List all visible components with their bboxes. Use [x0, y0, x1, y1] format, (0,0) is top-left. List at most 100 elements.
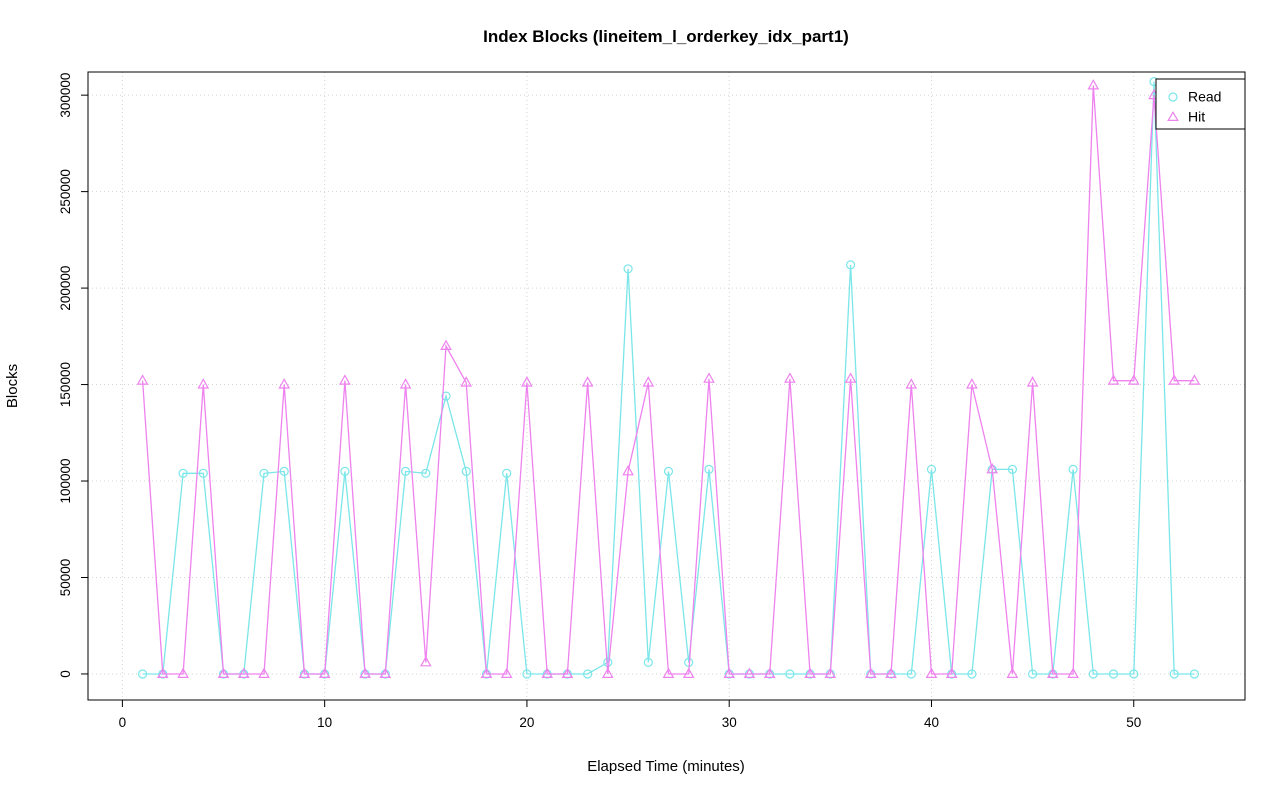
- data-point-hit: [197, 378, 210, 389]
- data-point-hit: [318, 667, 331, 678]
- data-point-hit: [966, 378, 978, 389]
- data-point-hit: [359, 667, 371, 678]
- data-point-hit: [217, 667, 230, 678]
- x-tick-label: 0: [119, 715, 127, 730]
- data-point-read: [198, 468, 208, 478]
- x-tick-label: 20: [519, 715, 534, 730]
- data-point-hit: [177, 667, 189, 678]
- x-tick-label: 10: [317, 715, 332, 730]
- data-point-hit: [278, 378, 291, 389]
- data-point-read: [1027, 669, 1038, 679]
- data-point-hit: [1168, 374, 1181, 385]
- data-point-hit: [379, 667, 392, 678]
- y-tick-label: 100000: [58, 458, 73, 503]
- data-point-hit: [763, 667, 776, 678]
- data-point-hit: [703, 372, 715, 383]
- data-point-hit: [1046, 667, 1059, 678]
- data-point-read: [259, 468, 269, 478]
- data-point-read: [926, 464, 937, 474]
- x-tick-label: 30: [722, 715, 737, 730]
- data-point-read: [623, 264, 633, 274]
- data-point-hit: [601, 667, 614, 678]
- data-point-hit: [339, 374, 351, 385]
- data-point-read: [1088, 669, 1098, 679]
- data-point-hit: [905, 378, 918, 389]
- data-point-read: [1169, 669, 1179, 679]
- data-point-read: [663, 466, 674, 476]
- data-point-hit: [298, 667, 311, 678]
- data-point-read: [461, 466, 471, 476]
- data-point-hit: [521, 376, 533, 387]
- data-point-hit: [844, 372, 857, 383]
- data-point-hit: [925, 667, 938, 678]
- data-point-read: [1068, 464, 1078, 474]
- data-point-hit: [156, 667, 169, 678]
- data-point-read: [502, 468, 512, 478]
- data-point-hit: [986, 462, 999, 474]
- y-tick-label: 200000: [58, 266, 73, 311]
- data-point-hit: [723, 667, 736, 678]
- data-point-read: [582, 669, 593, 679]
- chart-title: Index Blocks (lineitem_l_orderkey_idx_pa…: [483, 27, 849, 46]
- grid-layer: [88, 72, 1245, 700]
- axis-layer: 0 10 20 30 40 50 0 50000 100000 150000 200000 25000…: [58, 73, 1141, 730]
- y-tick-label: 150000: [58, 362, 73, 407]
- data-point-hit: [581, 376, 594, 387]
- data-point-hit: [945, 667, 958, 678]
- series-line-hit: [141, 85, 1195, 675]
- y-tick-label: 50000: [58, 559, 73, 597]
- data-point-read: [178, 468, 188, 478]
- data-point-read: [1007, 464, 1018, 474]
- series-layer: [136, 76, 1201, 679]
- data-point-hit: [1006, 667, 1019, 678]
- data-point-hit: [1107, 374, 1120, 385]
- data-point-hit: [1188, 374, 1201, 385]
- data-point-read: [845, 260, 856, 270]
- data-point-hit: [743, 667, 756, 678]
- data-point-hit: [682, 667, 695, 678]
- x-axis-label: Elapsed Time (minutes): [587, 758, 745, 775]
- y-axis-label: Blocks: [4, 364, 21, 408]
- y-tick-label: 300000: [58, 73, 73, 118]
- data-point-read: [1108, 669, 1119, 679]
- x-tick-label: 40: [924, 715, 939, 730]
- data-point-hit: [824, 667, 837, 678]
- data-point-hit: [541, 667, 554, 678]
- data-point-read: [340, 466, 350, 476]
- data-point-hit: [419, 655, 432, 667]
- y-tick-label: 0: [58, 670, 73, 678]
- data-point-hit: [1127, 374, 1140, 385]
- legend: Read Hit: [1155, 78, 1246, 130]
- data-point-hit: [1026, 376, 1039, 387]
- data-point-hit: [622, 464, 634, 476]
- legend-marker-read-icon: [1168, 92, 1178, 102]
- data-point-hit: [237, 667, 250, 678]
- data-point-read: [421, 468, 431, 478]
- data-point-read: [401, 466, 411, 476]
- data-point-hit: [460, 376, 473, 387]
- data-point-hit: [480, 667, 493, 678]
- data-point-read: [643, 657, 653, 668]
- data-point-read: [704, 464, 714, 474]
- data-point-read: [522, 669, 532, 679]
- data-point-hit: [500, 667, 513, 678]
- data-point-read: [785, 669, 795, 679]
- data-point-read: [906, 669, 916, 679]
- data-point-hit: [440, 339, 452, 350]
- data-point-hit: [1067, 667, 1079, 678]
- data-point-hit: [1087, 79, 1100, 90]
- data-point-hit: [258, 667, 270, 678]
- data-point-read: [441, 391, 451, 401]
- data-point-hit: [885, 667, 897, 678]
- x-tick-label: 50: [1126, 715, 1141, 730]
- data-point-hit: [804, 667, 816, 678]
- data-point-read: [1129, 669, 1139, 679]
- data-point-hit: [662, 667, 675, 678]
- data-point-read: [1189, 669, 1200, 679]
- data-point-hit: [136, 374, 149, 385]
- series-line-read: [142, 81, 1195, 675]
- data-point-hit: [864, 667, 877, 678]
- legend-label-read: Read: [1188, 89, 1221, 105]
